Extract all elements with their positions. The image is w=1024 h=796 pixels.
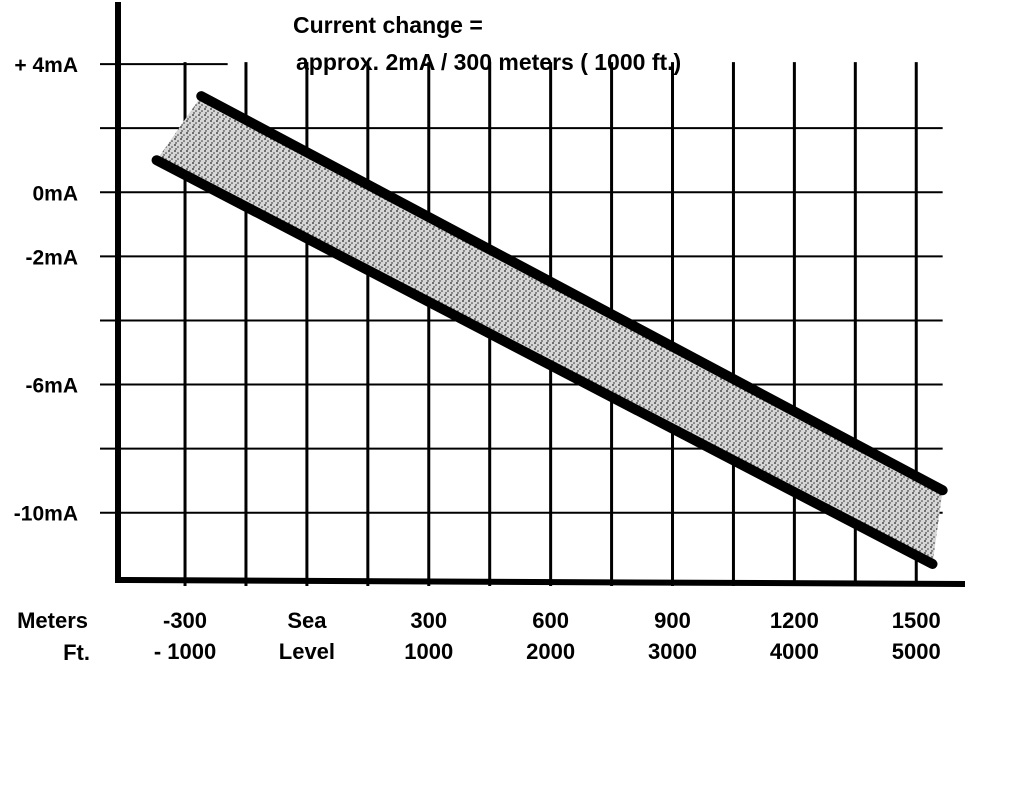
x-tick-label-feet: 4000: [770, 639, 819, 664]
x-tick-label-feet: 5000: [892, 639, 941, 664]
band-fill: [156, 96, 943, 564]
y-tick-label: -2mA: [25, 246, 78, 269]
x-tick-label-meters: -300: [163, 608, 207, 633]
x-tick-label-meters: 300: [410, 608, 447, 633]
annotation-line-1: Current change =: [293, 12, 483, 38]
x-tick-label-meters: 900: [654, 608, 691, 633]
axis-labels: + 4mA 0mA -2mA -6mA -10mA Meters Ft. -300 - 1000…: [14, 54, 941, 665]
x-row-label-meters: Meters: [17, 608, 88, 633]
x-tick-label-meters: Sea: [287, 608, 327, 633]
x-tick-label-feet: - 1000: [154, 639, 216, 664]
band-upper-line: [196, 91, 948, 496]
x-tick-label-feet: 3000: [648, 639, 697, 664]
band-lower-line: [151, 155, 938, 569]
x-tick-label-meters: 1500: [892, 608, 941, 633]
x-axis-line: [114, 577, 966, 587]
x-tick-label-feet: 2000: [526, 639, 575, 664]
axes: [114, 2, 966, 587]
y-tick-label: -6mA: [25, 375, 78, 398]
y-tick-label: 0mA: [32, 182, 78, 205]
x-tick-label-feet: Level: [279, 639, 335, 664]
x-tick-label-feet: 1000: [404, 639, 453, 664]
y-tick-label: -10mA: [14, 503, 78, 526]
current-band: [151, 91, 948, 569]
x-row-label-feet: Ft.: [63, 640, 90, 665]
y-tick-label: + 4mA: [14, 54, 78, 77]
x-tick-label-meters: 600: [532, 608, 569, 633]
annotation-line-2: approx. 2mA / 300 meters ( 1000 ft.): [296, 49, 681, 75]
x-tick-label-meters: 1200: [770, 608, 819, 633]
